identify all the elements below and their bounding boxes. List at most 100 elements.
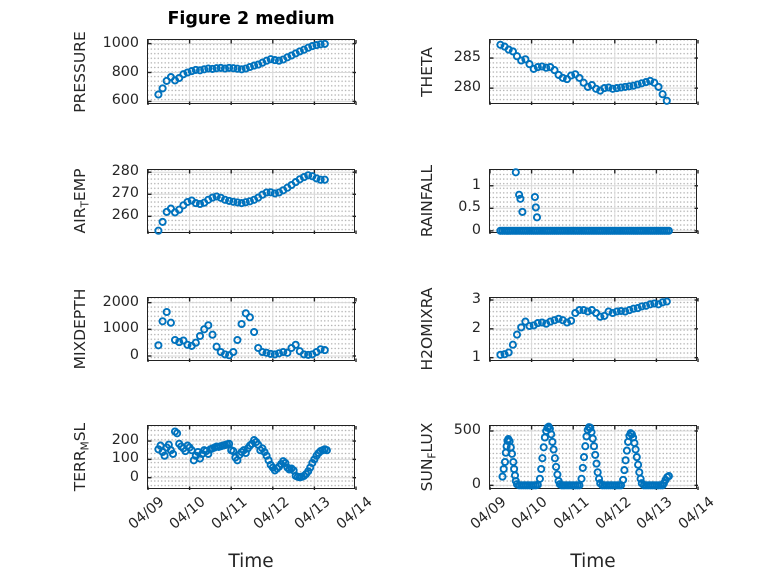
data-point bbox=[158, 217, 167, 226]
data-point bbox=[237, 319, 246, 329]
data-point bbox=[500, 457, 510, 467]
data-point bbox=[542, 63, 551, 72]
data-point bbox=[518, 207, 527, 216]
data-point bbox=[279, 347, 288, 357]
y-tick-label-air-temp-270: 270 bbox=[111, 185, 139, 202]
data-point bbox=[266, 55, 275, 64]
data-point bbox=[550, 66, 559, 75]
data-point bbox=[646, 76, 655, 85]
data-point bbox=[512, 330, 522, 339]
data-point bbox=[322, 446, 331, 455]
data-point bbox=[604, 307, 613, 316]
data-point bbox=[241, 198, 250, 207]
y-tick-label-terr-msl-0: 0 bbox=[129, 468, 139, 485]
data-point bbox=[166, 318, 175, 327]
plot-area-h2omixra bbox=[489, 297, 699, 362]
data-point bbox=[506, 443, 515, 452]
data-point bbox=[270, 350, 279, 359]
data-point bbox=[510, 464, 519, 474]
y-tick-label-mixdepth-0: 0 bbox=[129, 347, 139, 363]
data-point bbox=[499, 464, 508, 474]
data-point bbox=[537, 318, 547, 327]
plot-canvas-terr-msl bbox=[147, 426, 357, 490]
data-point bbox=[535, 474, 544, 483]
data-point bbox=[664, 472, 673, 481]
data-point bbox=[274, 349, 284, 358]
y-axis-label-subscript: T bbox=[79, 201, 92, 208]
data-point bbox=[579, 306, 588, 315]
data-point bbox=[220, 64, 230, 73]
data-point bbox=[266, 188, 275, 197]
data-point bbox=[320, 175, 329, 184]
data-point bbox=[635, 468, 644, 477]
data-point bbox=[262, 348, 271, 357]
data-point bbox=[637, 79, 646, 88]
data-point bbox=[608, 308, 617, 318]
data-point bbox=[641, 301, 651, 310]
y-tick-label-theta-285: 285 bbox=[453, 49, 481, 66]
x-tick-label-terr-msl-04/11: 04/11 bbox=[208, 494, 251, 533]
data-point bbox=[200, 325, 209, 334]
data-point bbox=[583, 307, 592, 316]
data-point bbox=[229, 347, 238, 357]
data-point bbox=[621, 456, 630, 465]
data-point bbox=[612, 307, 621, 316]
plot-canvas-air-temp bbox=[147, 170, 357, 235]
data-point bbox=[173, 429, 182, 438]
data-point bbox=[537, 464, 546, 474]
data-point bbox=[554, 314, 563, 323]
data-point bbox=[291, 340, 300, 349]
data-point bbox=[575, 306, 584, 315]
data-point bbox=[619, 475, 628, 484]
data-point bbox=[578, 463, 587, 472]
data-point bbox=[622, 446, 631, 455]
data-point bbox=[179, 70, 188, 79]
data-point bbox=[312, 174, 321, 183]
plot-area-rainfall bbox=[489, 168, 699, 235]
data-point bbox=[191, 199, 200, 208]
data-point bbox=[594, 474, 604, 483]
y-axis-label-terr-msl: TERRMSL bbox=[69, 357, 91, 557]
data-point bbox=[631, 445, 640, 454]
data-point bbox=[195, 66, 205, 75]
data-point bbox=[629, 81, 638, 90]
data-point bbox=[511, 168, 520, 177]
data-point bbox=[634, 460, 643, 469]
series-h2omixra bbox=[496, 297, 671, 359]
data-point bbox=[650, 299, 659, 308]
data-point bbox=[664, 226, 673, 235]
data-point bbox=[312, 41, 321, 50]
data-point bbox=[158, 317, 167, 326]
series-theta bbox=[496, 40, 671, 105]
data-point bbox=[662, 297, 671, 306]
data-point bbox=[508, 340, 517, 349]
data-point bbox=[632, 453, 641, 462]
data-point bbox=[654, 82, 663, 91]
data-point bbox=[575, 73, 584, 82]
data-point bbox=[154, 90, 163, 99]
data-point bbox=[531, 203, 540, 212]
data-point bbox=[504, 348, 513, 357]
data-point bbox=[266, 349, 275, 358]
plot-area-terr-msl bbox=[147, 425, 357, 490]
data-point bbox=[320, 39, 329, 48]
data-point bbox=[175, 338, 184, 347]
data-point bbox=[625, 306, 634, 315]
data-point bbox=[208, 193, 217, 202]
data-point bbox=[662, 96, 671, 105]
data-point bbox=[208, 330, 217, 339]
data-point bbox=[262, 188, 271, 197]
data-point bbox=[550, 316, 559, 325]
data-point bbox=[562, 318, 572, 327]
data-point bbox=[650, 78, 659, 87]
y-tick-label-rainfall-1: 1 bbox=[471, 176, 481, 193]
x-tick-label-sun-flux-04/13: 04/13 bbox=[633, 494, 676, 533]
data-point bbox=[593, 468, 602, 477]
data-point bbox=[548, 437, 557, 446]
data-point bbox=[533, 319, 542, 328]
data-point bbox=[270, 56, 279, 65]
series-pressure bbox=[154, 39, 329, 99]
data-point bbox=[529, 64, 538, 73]
plot-canvas-sun-flux bbox=[489, 422, 699, 490]
